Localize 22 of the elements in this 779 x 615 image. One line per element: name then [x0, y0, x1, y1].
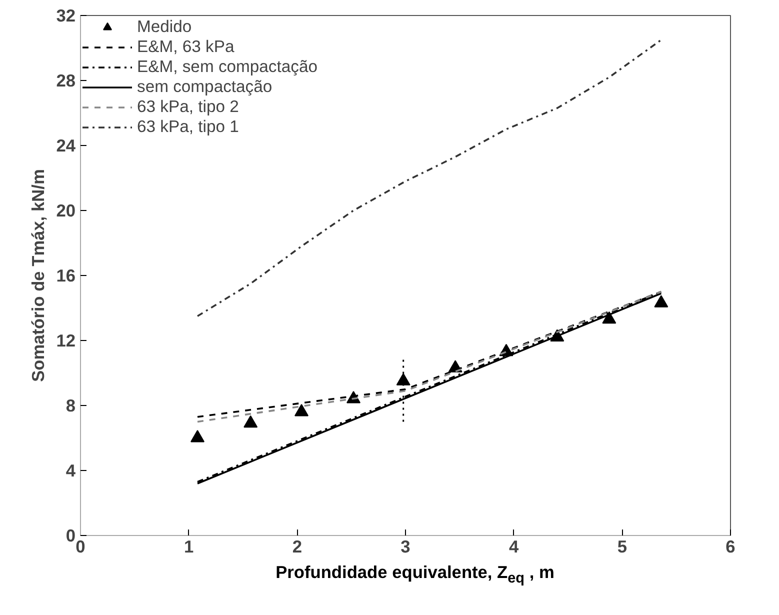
x-tick-label: 3: [400, 536, 411, 556]
y-tick-label: 16: [56, 266, 76, 286]
legend-label: Medido: [137, 17, 192, 37]
y-tick-label: 12: [56, 330, 76, 350]
y-tick-label: 32: [56, 6, 76, 26]
x-tick-label: 5: [617, 536, 628, 556]
x-axis-title: Profundidade equivalente, Z$_{eq}$ , m: [276, 561, 554, 588]
y-tick-label: 4: [66, 460, 76, 480]
legend-label: 63 kPa, tipo 2: [137, 97, 239, 117]
legend-label: sem compactação: [137, 77, 272, 97]
y-tick-label: 20: [56, 200, 76, 220]
x-tick-label: 1: [184, 536, 194, 556]
x-tick-label: 2: [292, 536, 302, 556]
legend-label: E&M, 63 kPa: [137, 37, 234, 57]
y-tick-label: 24: [56, 136, 76, 156]
y-tick-label: 8: [66, 396, 76, 416]
legend-label: 63 kPa, tipo 1: [137, 117, 239, 137]
y-tick-label: 28: [56, 70, 76, 90]
x-tick-label: 4: [509, 536, 520, 556]
legend-label: E&M, sem compactação: [137, 57, 318, 77]
x-tick-label: 6: [726, 536, 736, 556]
y-axis-title: Somatório de Tmáx, kN/m: [28, 169, 48, 382]
